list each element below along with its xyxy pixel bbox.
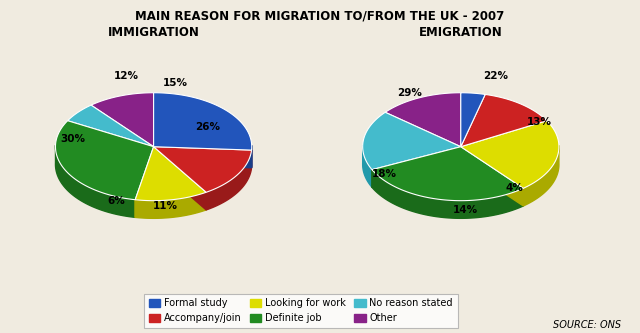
Text: 4%: 4% (506, 183, 524, 193)
Polygon shape (135, 192, 206, 218)
Polygon shape (461, 93, 485, 147)
Polygon shape (154, 147, 206, 210)
Polygon shape (135, 147, 154, 217)
Text: 12%: 12% (114, 71, 139, 81)
Polygon shape (154, 147, 252, 192)
Polygon shape (461, 95, 547, 147)
Polygon shape (154, 93, 252, 150)
Polygon shape (56, 145, 135, 217)
Text: 6%: 6% (108, 196, 125, 206)
Text: 18%: 18% (372, 169, 397, 179)
Polygon shape (372, 147, 461, 187)
Text: 30%: 30% (61, 134, 86, 144)
Polygon shape (524, 146, 559, 206)
Polygon shape (372, 147, 524, 201)
Polygon shape (135, 147, 154, 217)
Title: IMMIGRATION: IMMIGRATION (108, 26, 200, 39)
Text: 29%: 29% (397, 88, 422, 98)
Text: 22%: 22% (483, 71, 508, 81)
Polygon shape (461, 121, 559, 188)
Text: SOURCE: ONS: SOURCE: ONS (553, 320, 621, 330)
Polygon shape (461, 147, 524, 206)
Polygon shape (56, 121, 154, 200)
Text: 15%: 15% (163, 78, 188, 88)
Polygon shape (154, 147, 252, 168)
Polygon shape (372, 170, 524, 218)
Polygon shape (68, 105, 154, 147)
Ellipse shape (363, 110, 559, 218)
Text: 26%: 26% (195, 122, 220, 132)
Ellipse shape (56, 110, 252, 218)
Text: MAIN REASON FOR MIGRATION TO/FROM THE UK - 2007: MAIN REASON FOR MIGRATION TO/FROM THE UK… (136, 10, 504, 23)
Title: EMIGRATION: EMIGRATION (419, 26, 502, 39)
Text: 14%: 14% (453, 205, 478, 215)
Polygon shape (363, 145, 372, 187)
Polygon shape (461, 147, 524, 206)
Polygon shape (206, 150, 252, 210)
Polygon shape (135, 147, 206, 201)
Polygon shape (372, 147, 461, 187)
Polygon shape (363, 112, 461, 170)
Text: 13%: 13% (527, 117, 552, 127)
Polygon shape (154, 147, 206, 210)
Polygon shape (385, 93, 461, 147)
Polygon shape (154, 147, 252, 168)
Text: 11%: 11% (153, 200, 178, 210)
Polygon shape (91, 93, 154, 147)
Legend: Formal study, Accompany/join, Looking for work, Definite job, No reason stated, : Formal study, Accompany/join, Looking fo… (144, 294, 458, 328)
